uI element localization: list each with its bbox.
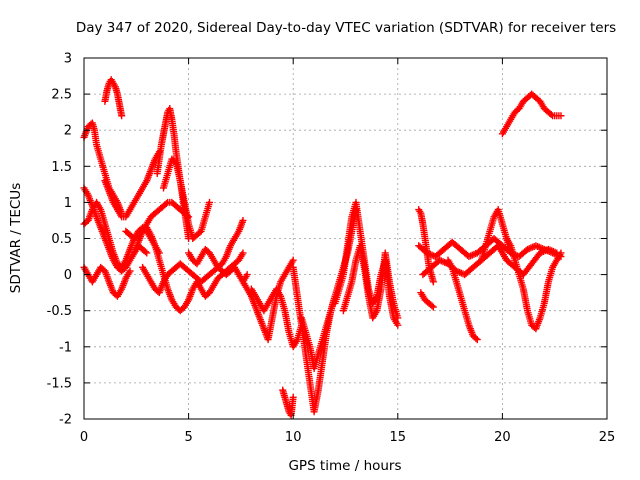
data-point [394, 314, 402, 322]
data-point [118, 112, 126, 120]
y-tick-labels: -2 -1.5 -1 -0.5 0 0.5 1 1.5 2 2.5 3 [47, 52, 72, 428]
data-point [429, 278, 437, 286]
data-point [239, 249, 247, 257]
series-track-25 [477, 206, 515, 264]
x-tick-label: 0 [80, 430, 88, 445]
series-track-12 [185, 216, 247, 271]
series-track-26 [503, 235, 565, 333]
y-tick-label: -1 [59, 340, 72, 355]
series-track-24 [444, 256, 481, 344]
series-track-27 [498, 90, 565, 138]
x-tick-label: 15 [390, 430, 407, 445]
y-tick-label: 3 [64, 52, 72, 67]
data-point [473, 336, 481, 344]
data-point [239, 216, 247, 224]
data-point [429, 303, 437, 311]
y-tick-label: 0.5 [51, 232, 72, 247]
data-point [547, 111, 555, 119]
chart-title: Day 347 of 2020, Sidereal Day-to-day VTE… [76, 20, 616, 36]
data-point [394, 321, 402, 329]
data-point [141, 248, 149, 256]
series-track-22 [415, 235, 565, 261]
series-track-2 [101, 76, 126, 120]
data-point [206, 198, 214, 206]
series-track-9 [159, 155, 214, 242]
data-point [126, 267, 134, 275]
x-tick-labels: 0 5 10 15 20 25 [80, 430, 615, 445]
data-point [557, 112, 565, 120]
data-point [243, 271, 251, 279]
y-tick-label: 2.5 [51, 88, 72, 103]
y-tick-label: -2 [59, 413, 72, 428]
y-tick-label: 2 [64, 124, 72, 139]
y-tick-label: -0.5 [47, 304, 72, 319]
data-point [289, 256, 297, 264]
series-track-17 [298, 206, 360, 372]
x-tick-label: 20 [494, 430, 511, 445]
y-tick-label: -1.5 [47, 376, 72, 391]
y-axis-label: SDTVAR / TECUs [8, 183, 24, 293]
data-points [80, 76, 565, 419]
series-track-5 [80, 263, 134, 300]
data-point [289, 393, 297, 401]
x-tick-label: 10 [285, 430, 302, 445]
data-point [428, 302, 436, 310]
data-point [162, 200, 170, 208]
y-tick-label: 0 [64, 268, 72, 283]
series-track-21 [417, 289, 437, 311]
data-point [557, 249, 565, 257]
y-tick-label: 1 [64, 196, 72, 211]
series-track-19 [339, 242, 402, 322]
data-point [143, 249, 151, 257]
x-tick-label: 5 [184, 430, 192, 445]
series-track-10 [130, 224, 247, 315]
data-point [472, 334, 480, 342]
axis-ticks [83, 57, 608, 420]
x-tick-label: 25 [599, 430, 616, 445]
x-axis-label: GPS time / hours [288, 458, 401, 474]
y-tick-label: 1.5 [51, 160, 72, 175]
series-track-6 [101, 148, 163, 221]
